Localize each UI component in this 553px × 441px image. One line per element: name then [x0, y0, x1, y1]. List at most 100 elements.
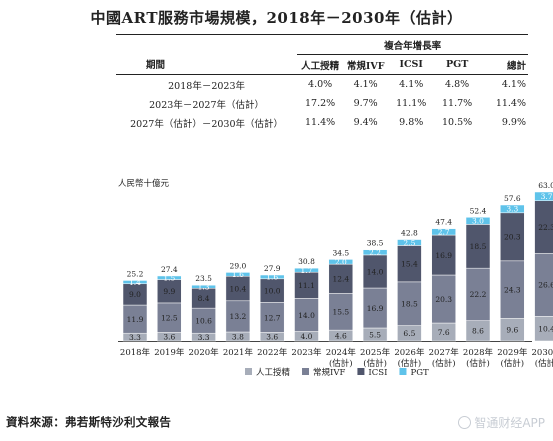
table-cell: 10.5% — [442, 117, 473, 128]
column-header-ai: 人工授精 — [297, 54, 344, 75]
bar-segment — [397, 281, 422, 326]
table-cell: 9.7% — [353, 98, 378, 109]
x-tick-label: (估計) — [466, 358, 490, 369]
bar-segment-label: 4.0 — [301, 332, 313, 341]
table-cell: 9.8% — [399, 117, 424, 128]
chart-title: 中國ART服務市場規模，2018年－2030年（估計） — [90, 9, 463, 27]
x-tick-label: (估計) — [535, 358, 553, 369]
x-tick-label: 2021年 — [223, 347, 254, 358]
bar-segment-label: 16.9 — [435, 251, 452, 260]
bar-segment-label: 12.7 — [264, 313, 281, 322]
bar-segment-label: 3.7 — [541, 192, 553, 201]
bar-total-label: 63.0 — [538, 181, 553, 190]
table-cell: 4.8% — [445, 79, 470, 90]
bar-segment — [225, 275, 251, 302]
bar-segment-label: 10.6 — [195, 316, 212, 325]
bar-segment-label: 2.2 — [369, 248, 381, 257]
bar-segment — [328, 259, 354, 265]
legend-swatch — [399, 368, 407, 375]
table-cell: 11.4% — [495, 98, 526, 109]
bar-segment — [500, 204, 525, 214]
bar-total-label: 34.5 — [332, 248, 349, 257]
x-tick-label: 2023年 — [291, 347, 322, 358]
bar-segment — [362, 249, 388, 256]
column-header-total: 總計 — [480, 54, 528, 75]
x-tick-label: 2019年 — [154, 347, 185, 358]
bar-segment-label: 22.3 — [538, 223, 553, 232]
bar-segment — [191, 284, 216, 289]
bar-segment-label: 15.5 — [332, 308, 349, 317]
bar-segment-label: 1.4 — [129, 278, 141, 287]
bar-segment — [465, 267, 491, 321]
bar-segment-label: 8.6 — [472, 327, 484, 336]
table-row: 2027年（估計）－2030年（估計） 11.4% 9.4% 9.8% 10.5… — [116, 113, 528, 132]
bar-total-label: 23.5 — [195, 274, 212, 283]
bar-segment-label: 3.0 — [472, 217, 484, 226]
bar-segment-label: 13.2 — [230, 312, 247, 321]
x-tick-label: 2030年 — [532, 347, 553, 358]
x-tick-label: 2026年 — [394, 347, 425, 358]
legend-swatch — [357, 368, 365, 375]
column-header-ivf: 常規IVF — [343, 54, 389, 75]
bar-total-label: 27.4 — [161, 265, 178, 274]
bar-segment — [328, 263, 354, 294]
x-tick-label: (估計) — [363, 358, 387, 369]
bar-segment-label: 3.6 — [266, 333, 278, 342]
bar-segment-label: 4.6 — [335, 331, 347, 340]
bar-segment-label: 3.3 — [129, 333, 141, 342]
x-tick-label: (估計) — [500, 358, 524, 369]
bar-segment-label: 5.5 — [369, 330, 381, 339]
bar-total-label: 38.5 — [367, 239, 384, 248]
table-top-rule — [116, 34, 528, 35]
legend-swatch — [245, 368, 252, 375]
watermark-text: 智通财经APP — [474, 416, 545, 430]
cagr-table: 複合年增長率 期間 人工授精 常規IVF ICSI PGT 總計 2018年－2… — [116, 34, 528, 132]
cagr-group-header: 複合年增長率 — [297, 35, 528, 55]
bar-segment-label: 9.9 — [163, 287, 175, 296]
table-row: 2018年－2023年 4.0% 4.1% 4.1% 4.8% 4.1% — [116, 75, 528, 95]
bar-segment-label: 1.6 — [266, 273, 278, 282]
stacked-bar-chart: 人民幣十億元 3.3 11.9 9.0 1.425.2 2018年 3.6 12.5 9.9 1.… — [118, 178, 553, 378]
bar-segment-label: 20.3 — [504, 233, 521, 242]
bar-segment — [397, 245, 422, 283]
bar-segment — [534, 191, 553, 202]
bar-total-label: 57.6 — [504, 194, 521, 203]
bar-total-label: 52.4 — [470, 206, 487, 215]
source-note: 資料來源：弗若斯特沙利文報告 — [6, 415, 172, 429]
table-cell: 4.1% — [501, 79, 526, 90]
table-cell: 4.1% — [353, 79, 378, 90]
bar-segment — [465, 217, 491, 225]
bar-segment-label: 11.1 — [298, 281, 315, 290]
bar-segment — [294, 298, 319, 332]
bar-segment — [294, 271, 319, 299]
table-cell: 4.0% — [308, 79, 333, 90]
bar-segment-label: 1.3 — [198, 283, 210, 292]
x-tick-label: 2018年 — [120, 347, 151, 358]
legend-label: 常規IVF — [313, 367, 345, 378]
column-header-icsi: ICSI — [388, 54, 435, 75]
bar-segment-label: 18.5 — [470, 242, 487, 251]
bar-segment-label: 2.0 — [335, 258, 347, 267]
watermark-logo-icon — [458, 416, 472, 429]
bar-segment-label: 12.5 — [161, 314, 178, 323]
bar-segment-label: 3.8 — [232, 332, 244, 341]
x-tick-label: (估計) — [329, 358, 353, 369]
bar-segment-label: 26.6 — [538, 281, 553, 290]
bar-segment — [122, 280, 148, 285]
watermark: 智通财经APP — [458, 414, 545, 431]
bar-total-label: 30.8 — [298, 257, 315, 266]
bar-segment-label: 1.5 — [163, 274, 175, 283]
table-cell: 9.4% — [353, 117, 378, 128]
table-cell: 11.4% — [305, 117, 336, 128]
bar-segment — [259, 302, 285, 333]
bar-segment-label: 3.3 — [198, 333, 210, 342]
bar-segment-label: 6.5 — [403, 329, 415, 338]
row-period: 2027年（估計）－2030年（估計） — [130, 118, 283, 130]
table-row: 2023年－2027年（估計） 17.2% 9.7% 11.1% 11.7% 1… — [116, 94, 528, 113]
table-cell: 11.1% — [396, 98, 427, 109]
bar-segment-label: 3.3 — [506, 205, 518, 214]
legend-label: 人工授精 — [256, 367, 291, 378]
bar-segment-label: 16.9 — [367, 304, 384, 313]
x-tick-label: 2024年 — [326, 347, 357, 358]
x-tick-label: 2022年 — [257, 347, 288, 358]
